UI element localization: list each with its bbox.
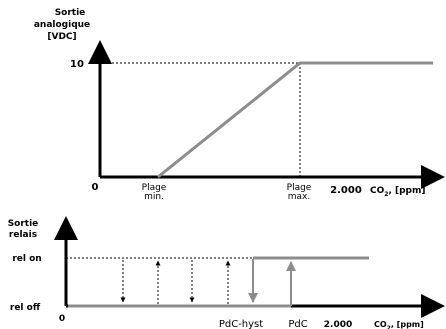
analog-output-graph: Sortie analogique [VDC] 10 0 Plage min. …	[34, 8, 445, 202]
top-range-min-label-line1: Plage	[142, 183, 167, 193]
top-range-max-label-line1: Plage	[287, 183, 312, 193]
analog-output-curve	[157, 61, 433, 179]
bottom-y-axis-label-line1: Sortie	[8, 219, 39, 229]
top-y-axis-label-line1: Sortie	[55, 8, 86, 18]
top-y-axis-label-line2: analogique	[34, 20, 90, 30]
top-origin-label: 0	[92, 182, 99, 193]
top-y-axis-label-line3: [VDC]	[47, 32, 76, 42]
bottom-x-tick-2000: 2.000	[324, 320, 352, 329]
top-x-tick-2000: 2.000	[330, 185, 362, 196]
pdc-label: PdC	[288, 319, 307, 329]
relay-output-graph: Sortie relais rel on rel off 0 PdC-hyst …	[8, 216, 445, 329]
top-range-min-label-line2: min.	[144, 192, 164, 202]
top-y-tick-10: 10	[70, 59, 84, 70]
bottom-x-axis-label: CO2, [ppm]	[374, 320, 424, 329]
rel-on-label: rel on	[12, 254, 41, 264]
pdc-hyst-label: PdC-hyst	[219, 319, 263, 329]
bottom-origin-label: 0	[59, 314, 65, 324]
top-x-axis-label: CO2, [ppm]	[370, 186, 426, 198]
top-range-max-label-line2: max.	[288, 192, 310, 202]
rel-off-label: rel off	[10, 303, 41, 313]
bottom-y-axis-label-line2: relais	[9, 230, 37, 240]
